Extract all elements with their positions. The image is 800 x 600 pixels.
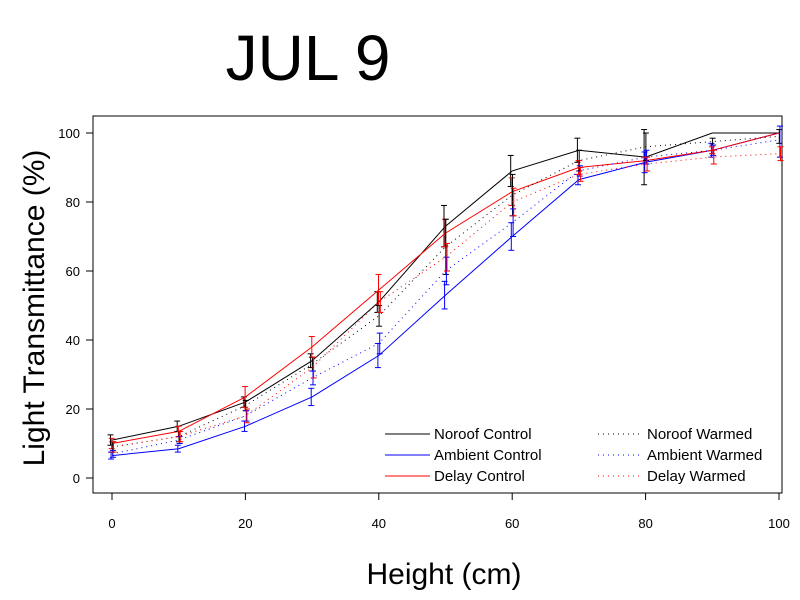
y-tick-label: 40: [66, 333, 80, 348]
series-group: [110, 146, 784, 453]
series-layer: [107, 125, 784, 460]
series-group: [107, 129, 779, 446]
series-group: [108, 132, 780, 450]
legend-label: Delay Warmed: [647, 468, 746, 485]
y-tick-label: 20: [66, 402, 80, 417]
legend-label: Noroof Warmed: [647, 426, 752, 443]
y-tick-label: 0: [73, 471, 80, 486]
series-line: [111, 153, 780, 448]
legend: Noroof Control Ambient Control Delay Contr…: [385, 426, 762, 485]
series-line: [111, 132, 780, 444]
x-tick-label: 100: [768, 516, 790, 531]
x-tick-label: 0: [108, 516, 115, 531]
series-line: [111, 135, 780, 448]
series-group: [109, 125, 783, 458]
y-tick-label: 80: [66, 195, 80, 210]
y-tick-label: 60: [66, 264, 80, 279]
chart-title: JUL 9: [226, 22, 391, 94]
legend-label: Noroof Control: [434, 426, 532, 443]
x-tick-label: 20: [238, 516, 252, 531]
series-line: [111, 132, 780, 457]
series-group: [109, 129, 783, 453]
y-axis: 0 20 40 60 80 100: [58, 126, 93, 486]
x-axis: 0 20 40 60 80 100: [108, 493, 790, 531]
x-tick-label: 40: [372, 516, 386, 531]
series-line: [111, 139, 780, 455]
legend-label: Ambient Control: [434, 447, 542, 464]
y-tick-label: 100: [58, 126, 80, 141]
series-group: [108, 132, 780, 460]
legend-label: Delay Control: [434, 468, 525, 485]
x-tick-label: 60: [505, 516, 519, 531]
x-axis-label: Height (cm): [366, 558, 521, 591]
plot-frame: [92, 115, 783, 494]
y-axis-label: Light Transmittance (%): [18, 150, 51, 467]
series-line: [111, 132, 779, 441]
legend-label: Ambient Warmed: [647, 447, 762, 464]
x-tick-label: 80: [638, 516, 652, 531]
